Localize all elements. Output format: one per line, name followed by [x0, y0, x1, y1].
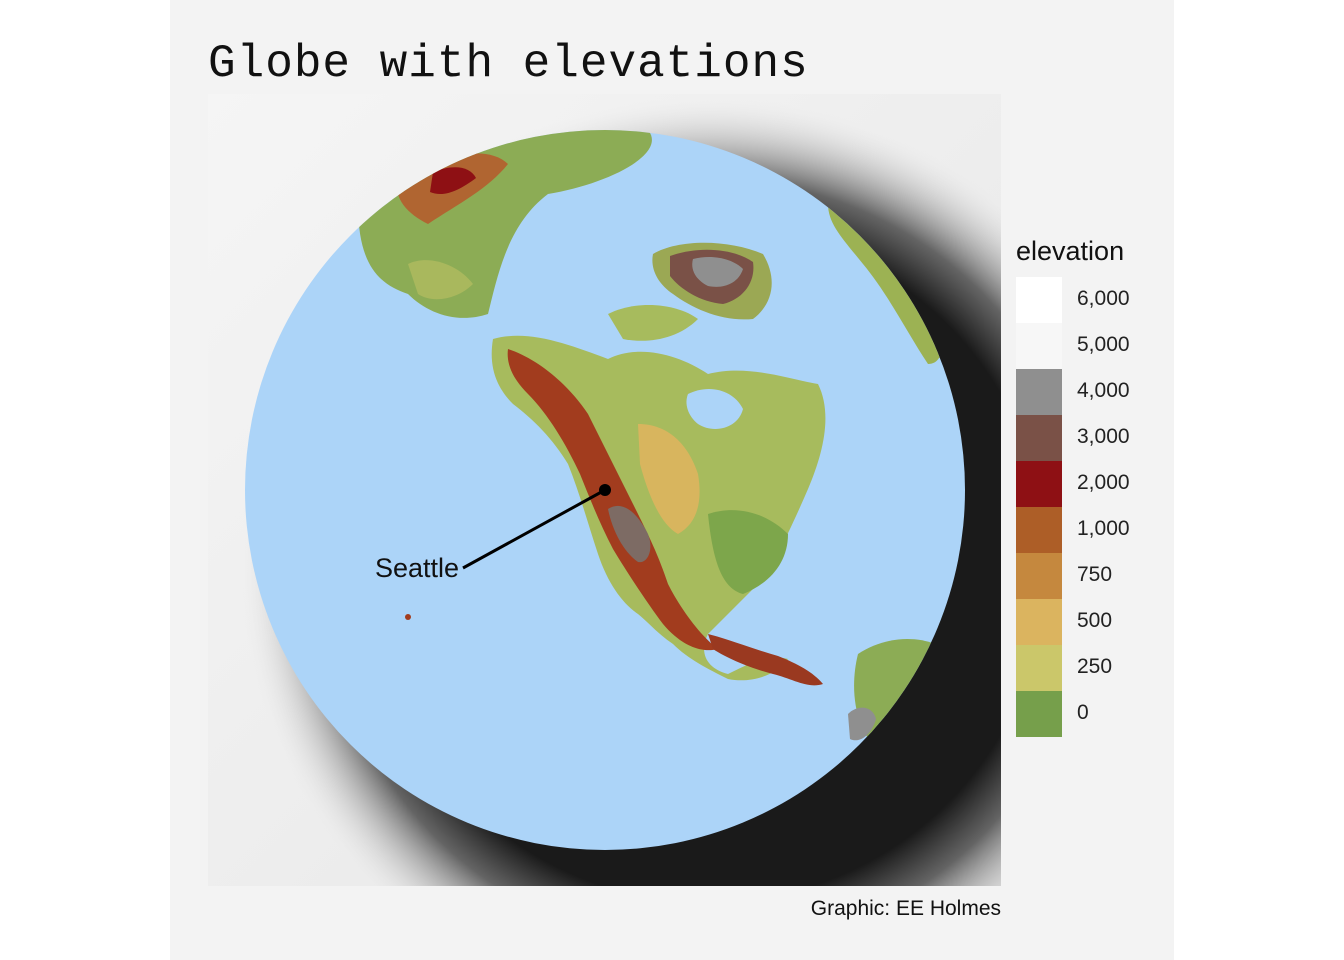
legend-label: 5,000	[1077, 333, 1130, 356]
legend-item: 2,000	[1016, 461, 1166, 507]
legend-label: 750	[1077, 563, 1113, 586]
globe-map[interactable]: Seattle	[208, 94, 1001, 886]
legend-swatch	[1016, 599, 1062, 645]
chart-title: Globe with elevations	[208, 38, 809, 90]
legend-item: 750	[1016, 553, 1166, 599]
land-eurasia-peaks	[430, 167, 476, 195]
legend-title: elevation	[1016, 236, 1125, 266]
land-plains	[638, 424, 700, 534]
map-panel[interactable]: Seattle	[208, 94, 1001, 886]
legend-item: 4,000	[1016, 369, 1166, 415]
land-great-basin	[608, 505, 651, 563]
legend-swatch	[1016, 507, 1062, 553]
legend-swatch	[1016, 553, 1062, 599]
legend-label: 1,000	[1077, 517, 1130, 540]
legend: elevation 6,000 5,000 4,000 3,000 2,000 1,000…	[1016, 236, 1166, 737]
caption: Graphic: EE Holmes	[810, 897, 1001, 920]
land-hudson-bay	[686, 389, 743, 429]
land-europe-edge	[828, 204, 944, 364]
legend-label: 6,000	[1077, 287, 1130, 310]
legend-items: 6,000 5,000 4,000 3,000 2,000 1,000 750 500 250 0	[1016, 277, 1166, 737]
legend-item: 3,000	[1016, 415, 1166, 461]
legend-item: 250	[1016, 645, 1166, 691]
land-rockies	[507, 349, 718, 651]
legend-label: 500	[1077, 609, 1113, 632]
land-andes	[848, 707, 876, 741]
legend-item: 500	[1016, 599, 1166, 645]
legend-swatch	[1016, 277, 1062, 323]
land-arctic-islands	[608, 304, 698, 341]
legend-item: 0	[1016, 691, 1166, 737]
land-hawaii	[405, 614, 411, 620]
land-kamchatka	[408, 260, 473, 300]
legend-swatch	[1016, 369, 1062, 415]
legend-label: 2,000	[1077, 471, 1130, 494]
legend-item: 1,000	[1016, 507, 1166, 553]
legend-label: 4,000	[1077, 379, 1130, 402]
legend-swatch	[1016, 461, 1062, 507]
legend-swatch	[1016, 323, 1062, 369]
legend-label: 250	[1077, 655, 1113, 678]
legend-item: 6,000	[1016, 277, 1166, 323]
legend-label: 3,000	[1077, 425, 1130, 448]
legend-swatch	[1016, 415, 1062, 461]
annotation-leader-line	[462, 488, 606, 570]
land-central-america	[708, 634, 823, 686]
legend-item: 5,000	[1016, 323, 1166, 369]
annotation-label: Seattle	[375, 553, 459, 583]
legend-label: 0	[1077, 701, 1089, 724]
seattle-marker[interactable]	[599, 484, 611, 496]
legend-swatch	[1016, 645, 1062, 691]
land-greenland-ice-top	[692, 257, 743, 287]
legend-swatch	[1016, 691, 1062, 737]
land-eastern-na	[708, 510, 788, 594]
